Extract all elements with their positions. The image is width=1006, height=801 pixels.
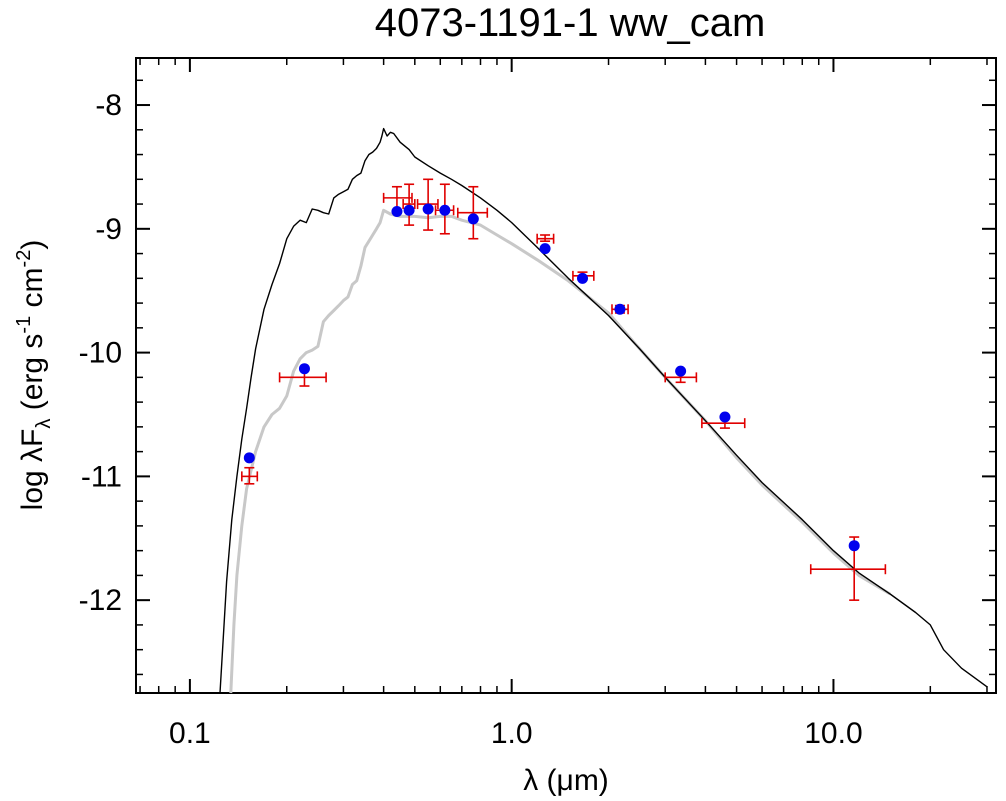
synthetic-point <box>719 411 731 423</box>
synthetic-point <box>439 204 451 216</box>
reddened-model-line <box>229 208 891 694</box>
y-axis-label-units-open: (erg s <box>16 334 49 419</box>
y-axis-label-sub: λ <box>33 419 55 429</box>
y-tick-label: -8 <box>95 89 122 122</box>
axis-ticks <box>136 58 996 693</box>
y-tick-label: -12 <box>79 584 122 617</box>
synthetic-point <box>539 243 551 255</box>
x-tick-label: 1.0 <box>491 717 533 750</box>
unreddened-model-line <box>219 127 988 694</box>
y-tick-label: -10 <box>79 337 122 370</box>
x-tick-label: 0.1 <box>169 717 211 750</box>
synthetic-point <box>614 303 626 315</box>
y-tick-label: -11 <box>81 460 122 493</box>
plot-frame <box>135 57 997 694</box>
errorbar-point <box>416 178 439 231</box>
x-tick-label: 10.0 <box>804 717 862 750</box>
y-axis-label-exp2: -2 <box>13 250 35 268</box>
synthetic-point <box>675 365 687 377</box>
errorbar-point <box>402 183 416 226</box>
synthetic-point <box>467 213 479 225</box>
y-axis-label-exp1: -1 <box>13 316 35 334</box>
errorbar-point <box>809 536 887 601</box>
y-tick-label: -9 <box>95 213 122 246</box>
synthetic-point <box>391 205 403 217</box>
axis-tick-labels: -8 -9 -10 -11 -12 0.1 1.0 10.0 <box>79 89 863 750</box>
errorbar-point <box>456 185 489 240</box>
model-curves <box>219 127 988 694</box>
synthetic-point <box>848 540 860 552</box>
chart-title: 4073-1191-1 ww_cam <box>375 1 766 45</box>
synthetic-point <box>298 363 310 375</box>
synthetic-point <box>422 203 434 215</box>
observed-errorbars <box>241 178 887 601</box>
y-axis-label-units-mid: cm <box>16 267 49 315</box>
synthetic-points <box>243 203 860 552</box>
errorbar-point <box>536 233 555 244</box>
y-axis-label-base: log λF <box>16 429 49 511</box>
synthetic-point <box>577 272 589 284</box>
y-axis-label: log λFλ (erg s-1 cm-2) <box>13 240 55 511</box>
x-axis-label: λ (μm) <box>523 764 609 797</box>
synthetic-point <box>243 452 255 464</box>
synthetic-point <box>403 204 415 216</box>
errorbar-point <box>241 466 259 485</box>
y-axis-label-units-close: ) <box>16 240 49 250</box>
